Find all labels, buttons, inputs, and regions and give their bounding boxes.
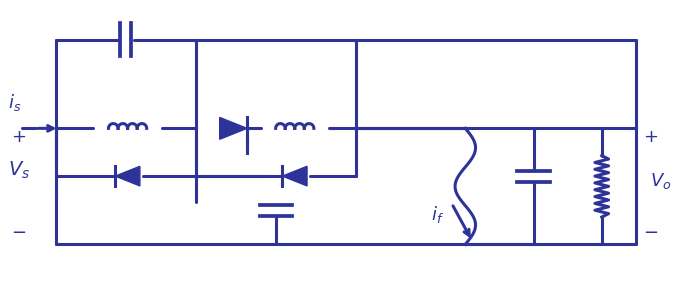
Text: −: − <box>11 224 26 241</box>
Polygon shape <box>282 166 307 186</box>
Polygon shape <box>115 166 140 186</box>
Text: −: − <box>643 224 658 241</box>
Text: $i_f$: $i_f$ <box>431 204 444 225</box>
Text: $V_s$: $V_s$ <box>8 160 30 181</box>
Polygon shape <box>220 118 247 139</box>
Text: $i_s$: $i_s$ <box>8 92 21 113</box>
Text: $V_o$: $V_o$ <box>649 171 671 191</box>
Text: +: + <box>11 128 26 146</box>
Text: +: + <box>643 128 658 146</box>
